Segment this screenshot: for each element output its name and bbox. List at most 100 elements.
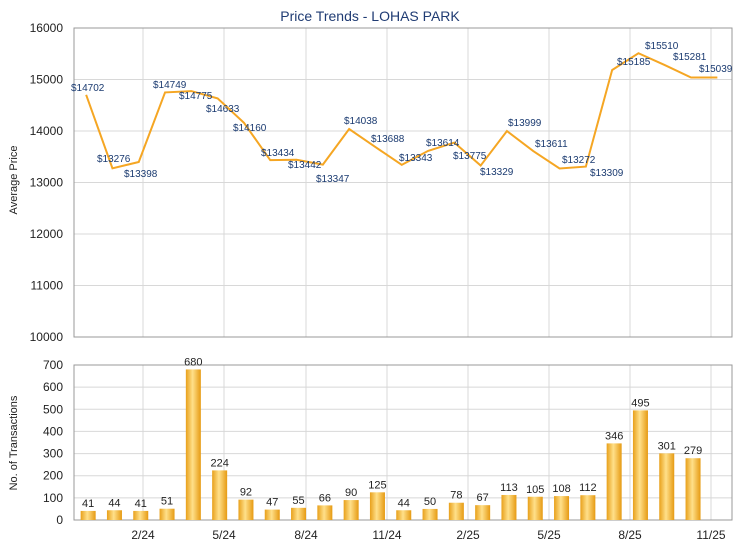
transactions-axis-title: No. of Transactions <box>8 395 20 490</box>
x-tick-label: 11/25 <box>696 528 725 542</box>
transactions-y-tick-label: 300 <box>43 447 63 461</box>
price-data-label: $15281 <box>673 52 707 63</box>
x-tick-label: 11/24 <box>372 528 401 542</box>
price-data-label: $14702 <box>71 83 105 94</box>
price-data-label: $13343 <box>399 153 433 164</box>
price-plot-frame <box>73 27 733 338</box>
transactions-bar <box>527 496 543 520</box>
transactions-bar <box>369 492 385 520</box>
transactions-data-label: 66 <box>319 492 331 504</box>
transactions-data-label: 301 <box>658 440 676 452</box>
price-data-label: $14749 <box>153 80 187 91</box>
price-data-label: $13272 <box>562 155 596 166</box>
price-y-tick-label: 14000 <box>30 124 64 138</box>
transactions-bar <box>396 510 412 520</box>
price-data-label: $13398 <box>124 169 158 180</box>
transactions-y-tick-label: 100 <box>43 491 63 505</box>
transactions-bar <box>343 500 359 520</box>
transactions-bar <box>159 508 175 520</box>
price-data-label: $13309 <box>590 168 624 179</box>
price-data-label: $13688 <box>371 134 405 145</box>
transactions-bar <box>80 510 96 520</box>
price-axis-title: Average Price <box>8 146 20 215</box>
price-y-tick-label: 15000 <box>30 73 64 87</box>
transactions-bar <box>501 494 517 520</box>
price-data-label: $13276 <box>97 154 131 165</box>
price-y-tick-label: 13000 <box>30 176 64 190</box>
price-panel: 10000 11000 12000 13000 14000 15000 16000 $1470… <box>30 21 733 344</box>
transactions-data-label: 108 <box>552 483 570 495</box>
price-data-label: $15510 <box>645 41 679 52</box>
transactions-data-label: 92 <box>240 487 252 499</box>
transactions-panel: 0 100 200 300 400 500 600 700 41 44 41 51 680 224 92 47… <box>43 356 733 542</box>
transactions-data-label: 55 <box>292 495 304 507</box>
x-tick-label: 5/24 <box>212 528 236 542</box>
transactions-y-tick-label: 0 <box>56 513 63 527</box>
x-tick-label: 2/24 <box>131 528 155 542</box>
price-data-label: $14633 <box>206 104 240 115</box>
transactions-data-label: 113 <box>500 482 518 494</box>
chart-title: Price Trends - LOHAS PARK <box>280 8 460 24</box>
price-data-label: $15185 <box>617 57 651 68</box>
price-data-label: $13614 <box>426 138 460 149</box>
transactions-bar <box>317 505 333 520</box>
price-data-label: $13329 <box>480 167 514 178</box>
price-series-line <box>85 52 718 170</box>
transactions-bar <box>475 505 491 520</box>
x-tick-label: 8/25 <box>618 528 642 542</box>
transactions-bar <box>685 458 701 520</box>
transactions-data-label: 112 <box>579 482 597 494</box>
transactions-bar <box>264 509 280 520</box>
transactions-bar <box>659 453 675 520</box>
transactions-y-tick-label: 200 <box>43 469 63 483</box>
transactions-data-label: 44 <box>398 497 410 509</box>
price-data-label: $13442 <box>288 160 322 171</box>
transactions-data-label: 125 <box>368 479 386 491</box>
price-data-label: $14160 <box>233 123 267 134</box>
x-tick-label: 8/24 <box>294 528 318 542</box>
transactions-bar <box>606 443 622 520</box>
transactions-data-label: 41 <box>135 498 147 510</box>
transactions-bar <box>291 507 307 520</box>
transactions-bar <box>448 502 464 520</box>
transactions-y-tick-label: 500 <box>43 402 63 416</box>
transactions-bar <box>238 499 254 520</box>
transactions-data-label: 495 <box>631 397 649 409</box>
price-data-label: $13775 <box>453 151 487 162</box>
price-data-label: $13434 <box>261 148 295 159</box>
transactions-data-label: 224 <box>210 457 228 469</box>
transactions-bar <box>106 510 122 520</box>
transactions-data-label: 44 <box>108 497 120 509</box>
transactions-bar <box>580 495 596 520</box>
transactions-data-label: 346 <box>605 430 623 442</box>
price-data-label: $13611 <box>535 139 568 150</box>
transactions-bar <box>133 510 149 520</box>
price-data-label: $15039 <box>699 64 733 75</box>
transactions-bar <box>185 369 201 520</box>
price-data-label: $14775 <box>179 91 213 102</box>
price-data-label: $14038 <box>344 116 378 127</box>
transactions-data-label: 41 <box>82 498 94 510</box>
transactions-data-label: 67 <box>477 492 489 504</box>
transactions-data-label: 680 <box>184 356 202 368</box>
transactions-bar <box>212 470 228 520</box>
price-data-label: $13347 <box>316 174 350 185</box>
transactions-data-label: 105 <box>526 484 544 496</box>
x-tick-label: 5/25 <box>537 528 561 542</box>
transactions-bar <box>632 410 648 520</box>
transactions-y-tick-label: 400 <box>43 424 63 438</box>
transactions-bar <box>422 508 438 520</box>
transactions-data-label: 90 <box>345 487 357 499</box>
transactions-data-label: 47 <box>266 497 278 509</box>
price-data-label: $13999 <box>508 118 542 129</box>
price-y-tick-label: 16000 <box>30 21 64 35</box>
price-y-tick-label: 10000 <box>30 330 64 344</box>
transactions-bar <box>554 496 570 520</box>
transactions-y-tick-label: 600 <box>43 380 63 394</box>
transactions-y-tick-label: 700 <box>43 358 63 372</box>
transactions-data-label: 51 <box>161 496 173 508</box>
transactions-data-label: 279 <box>684 445 702 457</box>
x-tick-label: 2/25 <box>456 528 480 542</box>
price-y-tick-label: 11000 <box>31 279 64 293</box>
